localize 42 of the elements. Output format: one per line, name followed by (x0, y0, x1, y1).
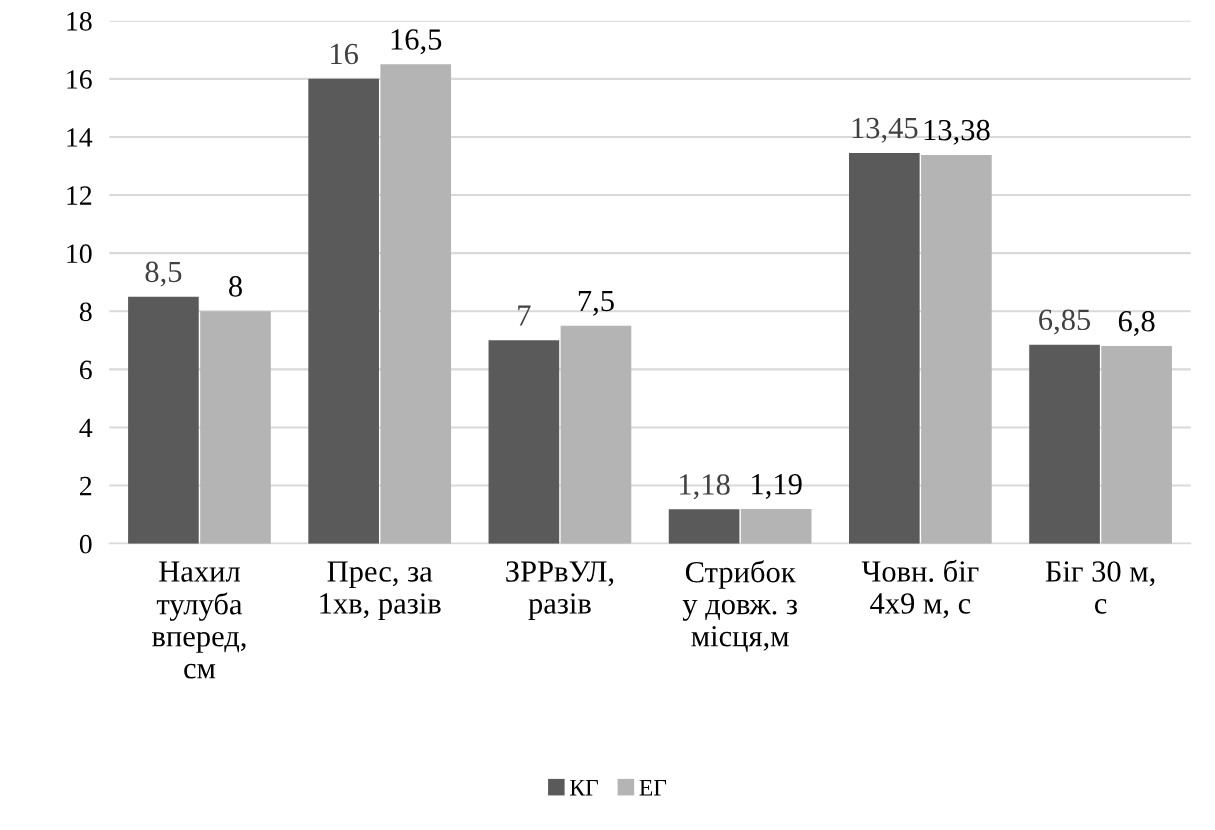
x-tick-label: Біг 30 м, с (1045, 561, 1155, 614)
legend-label: ЕГ (639, 779, 667, 796)
y-tick-label: 8 (79, 302, 92, 322)
data-label: 1,18 (680, 474, 730, 500)
x-tick-label: Нахил тулуба вперед, см (152, 561, 246, 679)
data-label: 1,19 (752, 474, 802, 499)
y-tick-label: 16 (67, 70, 92, 89)
bar (560, 325, 632, 544)
data-label: 8 (229, 276, 242, 297)
bar (128, 296, 199, 544)
bar (668, 509, 740, 544)
y-tick-label: 14 (67, 128, 93, 147)
x-tick-label: Прес, за 1хв, разів (320, 561, 441, 620)
bar (488, 340, 560, 544)
bar (200, 311, 271, 544)
y-tick-label: 4 (79, 418, 93, 438)
data-label: 13,38 (924, 119, 990, 145)
data-label: 6,8 (1118, 310, 1155, 336)
bar (848, 152, 920, 544)
data-label: 13,45 (852, 117, 918, 143)
x-tick-label: ЗРРвУЛ, разів (506, 561, 614, 620)
x-tick-label: Човн. біг 4х9 м, с (861, 559, 979, 619)
bar (740, 509, 812, 544)
bar (380, 64, 452, 544)
bar (308, 78, 379, 544)
legend-label: КГ (570, 779, 598, 796)
y-tick-label: 10 (67, 244, 92, 264)
data-label: 6,85 (1039, 309, 1091, 335)
data-label: 16,5 (391, 29, 442, 55)
bar (1029, 344, 1100, 544)
data-label: 7,5 (578, 290, 614, 316)
bar (921, 154, 992, 544)
data-label: 8,5 (145, 261, 182, 287)
data-label: 7 (518, 305, 531, 326)
y-tick-label: 2 (80, 476, 92, 496)
bar (1101, 346, 1172, 544)
y-tick-label: 6 (79, 360, 92, 380)
y-tick-label: 0 (79, 534, 92, 554)
data-label: 16 (331, 43, 359, 65)
y-tick-label: 18 (67, 11, 92, 31)
y-tick-label: 12 (67, 186, 92, 205)
x-tick-label: Стрибок у довж. з місця,м (682, 560, 797, 653)
